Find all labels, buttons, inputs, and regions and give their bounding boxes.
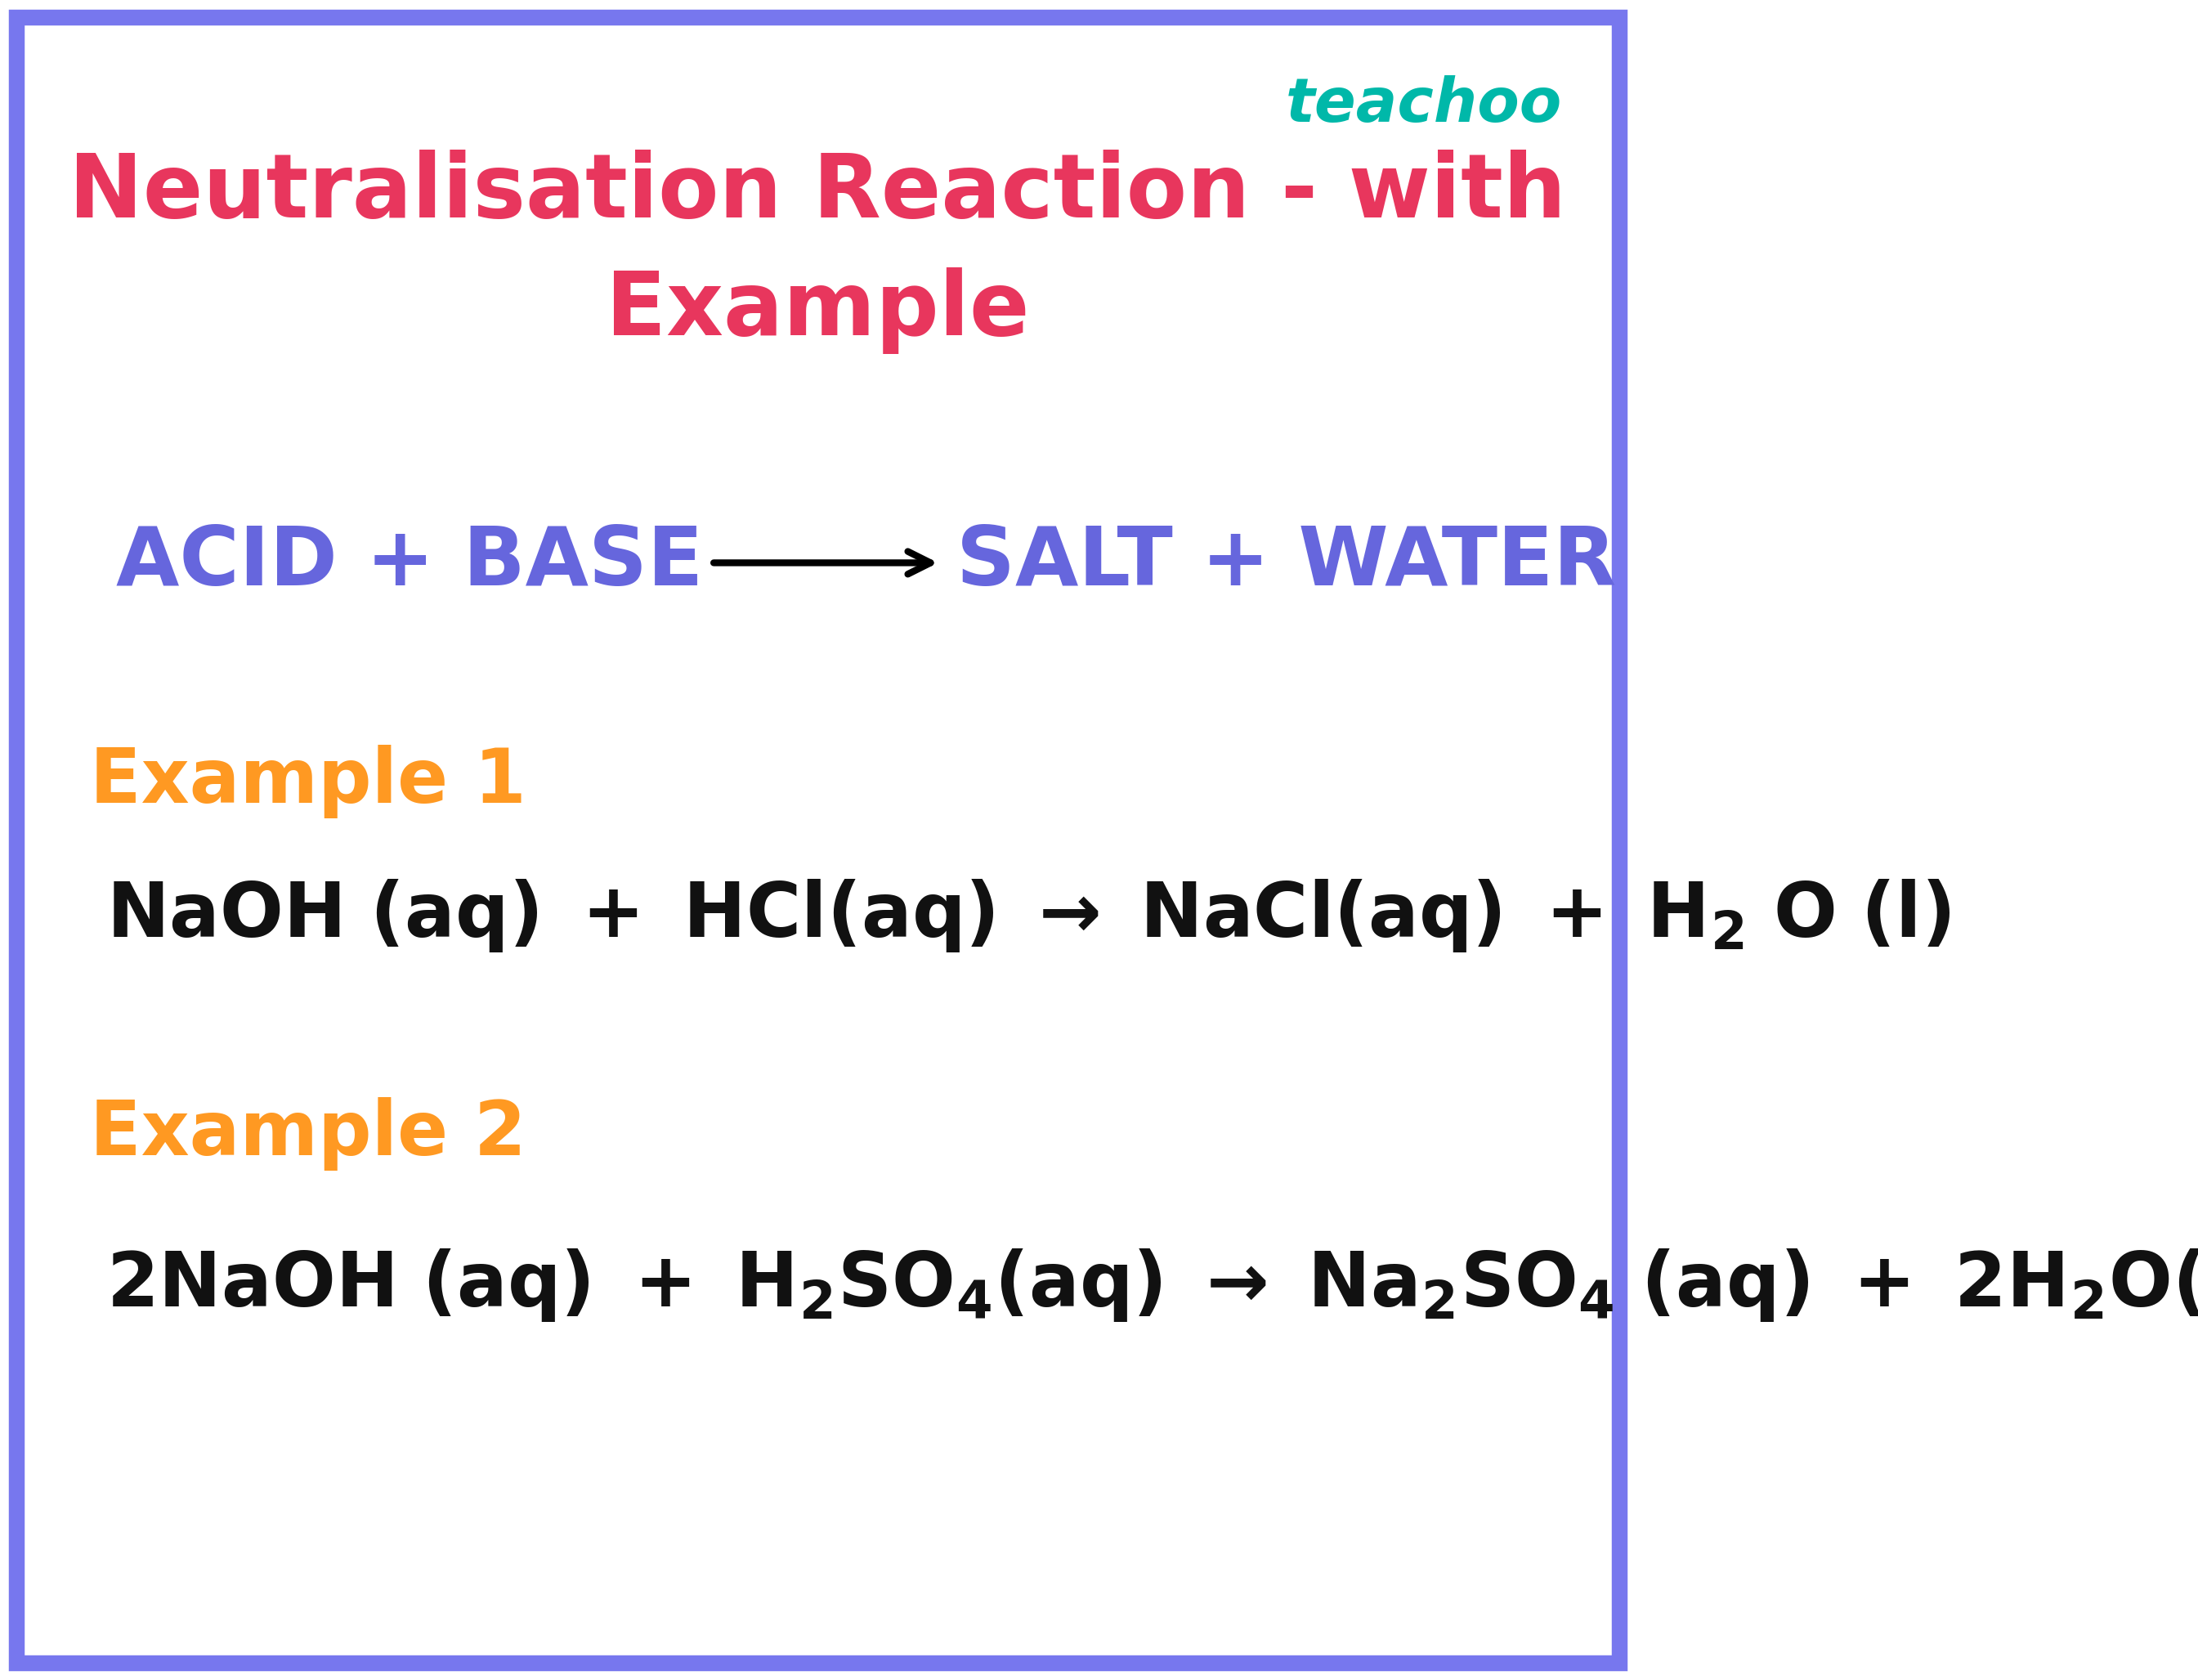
Text: Example 2: Example 2	[90, 1097, 525, 1171]
Text: Neutralisation Reaction - with: Neutralisation Reaction - with	[68, 150, 1567, 237]
Text: ACID + BASE: ACID + BASE	[116, 522, 703, 603]
Text: Example 1: Example 1	[90, 744, 525, 818]
Text: Example: Example	[607, 267, 1029, 354]
Text: SALT + WATER: SALT + WATER	[956, 522, 1616, 603]
Text: $\mathbf{2NaOH\ (aq)\ +\ H_2SO_4(aq)\ \rightarrow\ Na_2SO_4\ (aq)\ +\ 2H_2O(l)}$: $\mathbf{2NaOH\ (aq)\ +\ H_2SO_4(aq)\ \r…	[106, 1247, 2198, 1324]
Text: teachoo: teachoo	[1286, 76, 1563, 136]
Text: $\mathbf{NaOH\ (aq)\ +\ HCl(aq)\ \rightarrow\ NaCl(aq)\ +\ H_2\ O\ (l)}$: $\mathbf{NaOH\ (aq)\ +\ HCl(aq)\ \righta…	[106, 877, 1950, 954]
